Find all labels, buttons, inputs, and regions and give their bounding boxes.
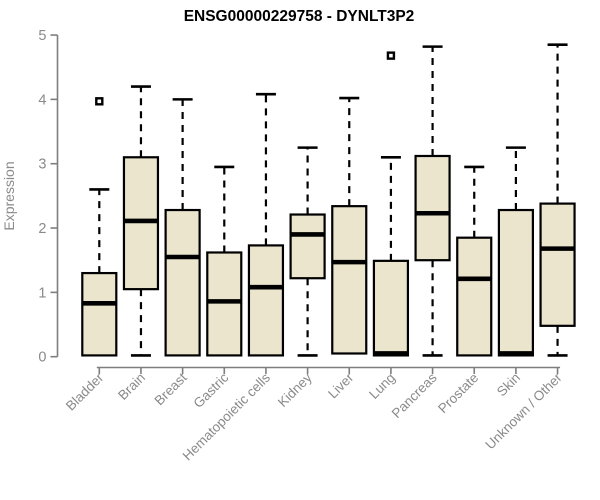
y-tick-label: 3: [38, 157, 46, 173]
box-group-gastric: [206, 165, 243, 357]
x-category-label: Breast: [152, 370, 190, 408]
iqr-box: [289, 213, 326, 280]
outlier-point: [386, 51, 396, 60]
x-category-label: Bladder: [63, 370, 107, 414]
x-category-label: Pancreas: [389, 370, 440, 421]
x-category-label: Kidney: [275, 370, 315, 410]
x-category-label: Skin: [494, 370, 523, 399]
outlier-point: [95, 97, 104, 106]
box-group-brain: [122, 85, 160, 357]
x-category-label: Liver: [325, 370, 357, 402]
y-tick-label: 0: [38, 350, 46, 366]
iqr-box: [539, 202, 576, 327]
box-group-breast: [164, 98, 201, 357]
iqr-box: [331, 205, 368, 355]
box-group-hematopoietic-cells: [247, 92, 285, 357]
iqr-box: [164, 208, 201, 357]
x-category-label: Brain: [115, 370, 148, 403]
x-category-label: Gastric: [191, 370, 232, 411]
box-group-kidney: [289, 146, 326, 357]
box-group-liver: [331, 96, 368, 355]
y-tick-label: 1: [38, 285, 46, 301]
iqr-box: [456, 236, 493, 357]
y-tick-label: 2: [38, 221, 46, 237]
iqr-box: [497, 208, 534, 357]
box-group-unknown-other: [539, 43, 576, 357]
iqr-box: [372, 259, 410, 357]
x-category-label: Prostate: [435, 370, 481, 416]
iqr-box: [206, 251, 243, 357]
x-category-label: Unknown / Other: [482, 370, 565, 453]
y-axis-label: Expression: [1, 161, 17, 230]
box-group-bladder: [81, 97, 118, 357]
box-group-lung: [372, 51, 410, 357]
iqr-box: [247, 244, 285, 357]
box-group-prostate: [456, 165, 493, 357]
iqr-box: [414, 154, 451, 262]
box-group-pancreas: [414, 45, 451, 357]
chart-title: ENSG00000229758 - DYNLT3P2: [184, 8, 415, 25]
box-group-skin: [497, 146, 534, 357]
y-tick-label: 4: [38, 92, 46, 108]
x-category-label: Lung: [366, 370, 398, 402]
iqr-box: [81, 271, 118, 357]
y-tick-label: 5: [38, 28, 46, 44]
